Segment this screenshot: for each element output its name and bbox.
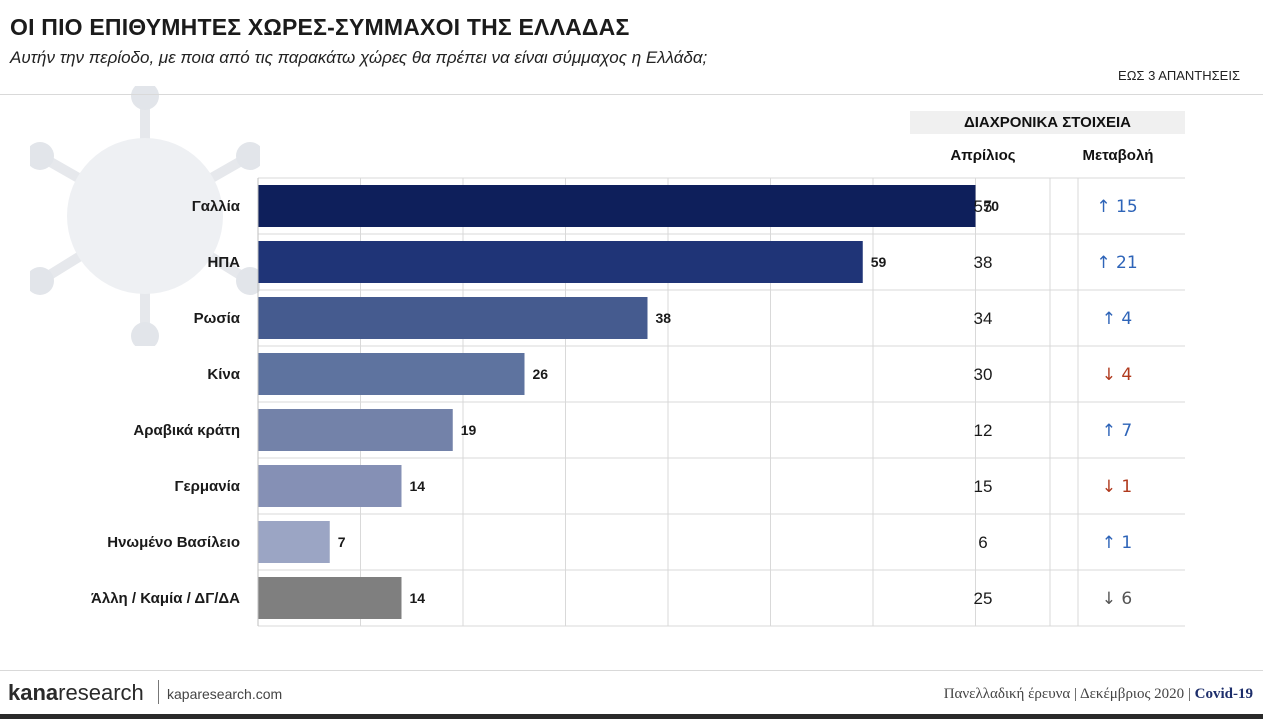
top-divider bbox=[0, 94, 1263, 95]
april-value: 15 bbox=[974, 477, 993, 496]
april-column-header: Απρίλιος bbox=[950, 147, 1016, 164]
bar bbox=[258, 353, 525, 395]
bar-value-label: 26 bbox=[533, 366, 549, 382]
bottom-bar bbox=[0, 714, 1263, 719]
category-label: Ρωσία bbox=[194, 310, 241, 327]
bar-value-label: 14 bbox=[410, 590, 426, 606]
survey-text: Πανελλαδική έρευνα | Δεκέμβριος 2020 | bbox=[943, 686, 1195, 702]
change-down-value: ↓ 1 bbox=[1102, 477, 1132, 497]
survey-info: Πανελλαδική έρευνα | Δεκέμβριος 2020 | C… bbox=[944, 686, 1253, 703]
bar bbox=[258, 297, 648, 339]
bottom-divider bbox=[0, 670, 1263, 671]
april-value: 12 bbox=[974, 421, 993, 440]
bar-value-label: 19 bbox=[461, 422, 477, 438]
category-label: Γερμανία bbox=[174, 478, 240, 495]
bar bbox=[258, 465, 402, 507]
bar bbox=[258, 577, 402, 619]
change-up-value: ↑ 4 bbox=[1102, 309, 1132, 329]
april-value: 25 bbox=[974, 589, 993, 608]
kana-logo: kanaresearch bbox=[8, 680, 144, 706]
bar-value-label: 70 bbox=[984, 198, 1000, 214]
logo-bold-text: kana bbox=[8, 680, 59, 705]
change-up-value: ↑ 7 bbox=[1102, 421, 1132, 441]
bar bbox=[258, 409, 453, 451]
bar-value-label: 59 bbox=[871, 254, 887, 270]
category-label: ΗΠΑ bbox=[208, 254, 241, 271]
april-value: 55 bbox=[974, 197, 993, 216]
logo-separator bbox=[158, 680, 159, 704]
change-up-value: ↑ 21 bbox=[1096, 253, 1137, 273]
category-label: Γαλλία bbox=[192, 198, 241, 215]
bar bbox=[258, 241, 863, 283]
website-link[interactable]: kaparesearch.com bbox=[167, 686, 283, 702]
category-label: Ηνωμένο Βασίλειο bbox=[107, 534, 240, 551]
category-label: Κίνα bbox=[207, 366, 240, 383]
answers-note: ΕΩΣ 3 ΑΠΑΝΤΗΣΕΙΣ bbox=[1118, 68, 1240, 83]
bar-value-label: 7 bbox=[338, 534, 346, 550]
page-title: ΟΙ ΠΙΟ ΕΠΙΘΥΜΗΤΕΣ ΧΩΡΕΣ-ΣΥΜΜΑΧΟΙ ΤΗΣ ΕΛΛ… bbox=[10, 14, 630, 40]
april-value: 30 bbox=[974, 365, 993, 384]
april-value: 34 bbox=[974, 309, 993, 328]
covid-tag: Covid-19 bbox=[1194, 686, 1253, 702]
bar-value-label: 14 bbox=[410, 478, 426, 494]
bar bbox=[258, 185, 976, 227]
change-down-value: ↓ 4 bbox=[1102, 365, 1132, 385]
virus-watermark-icon bbox=[30, 86, 260, 346]
bar-value-label: 38 bbox=[656, 310, 672, 326]
logo-light-text: research bbox=[58, 680, 144, 705]
category-label: Άλλη / Καμία / ΔΓ/ΔΑ bbox=[91, 590, 240, 607]
bar bbox=[258, 521, 330, 563]
change-up-value: ↑ 15 bbox=[1096, 197, 1137, 217]
change-up-value: ↑ 1 bbox=[1102, 533, 1132, 553]
change-column-header: Μεταβολή bbox=[1082, 147, 1154, 164]
category-label: Αραβικά κράτη bbox=[133, 422, 240, 439]
change-down-value: ↓ 6 bbox=[1102, 589, 1132, 609]
april-value: 6 bbox=[978, 533, 987, 552]
historical-header: ΔΙΑΧΡΟΝΙΚΑ ΣΤΟΙΧΕΙΑ bbox=[910, 111, 1185, 134]
question-subtitle: Αυτήν την περίοδο, με ποια από τις παρακ… bbox=[10, 48, 708, 67]
april-value: 38 bbox=[974, 253, 993, 272]
